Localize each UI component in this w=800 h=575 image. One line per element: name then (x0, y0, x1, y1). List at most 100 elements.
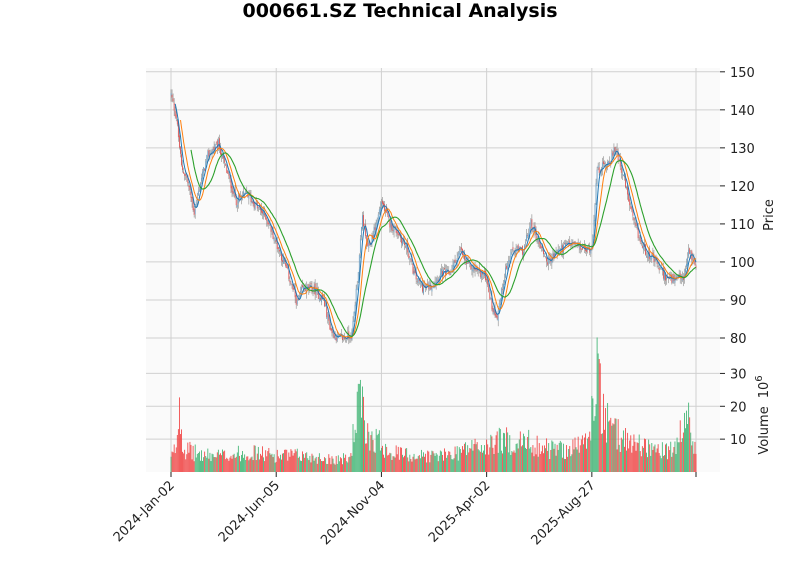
volume-bar (390, 453, 392, 472)
candle-body (254, 202, 256, 210)
volume-bar (652, 449, 654, 472)
candle-body (335, 337, 337, 341)
volume-bar (423, 452, 424, 472)
candle-body (274, 237, 276, 239)
volume-bar (521, 445, 523, 472)
volume-bar (511, 450, 513, 472)
candle-body (412, 263, 414, 274)
volume-bar (454, 446, 456, 472)
candle-body (330, 328, 332, 331)
volume-bar (610, 417, 612, 472)
volume-bar (617, 419, 619, 472)
volume-bar (608, 421, 610, 472)
candle-body (201, 177, 202, 182)
volume-bar (412, 456, 414, 472)
x-tick-label: 2024-Jan-02 (111, 478, 178, 545)
candle-body (548, 256, 550, 265)
candle-body (282, 260, 283, 262)
candle-body (206, 155, 208, 162)
volume-bar (560, 442, 562, 472)
candle-body (192, 202, 194, 210)
candle-body (693, 257, 695, 259)
candle-body (389, 219, 391, 228)
volume-bar (695, 453, 697, 472)
chart-title: 000661.SZ Technical Analysis (242, 0, 557, 22)
volume-bar (181, 429, 182, 472)
volume-bar (491, 436, 493, 472)
volume-bar (446, 457, 448, 472)
volume-bar (568, 448, 570, 472)
volume-bar (198, 451, 200, 472)
volume-bar (418, 455, 420, 472)
volume-bar (505, 446, 506, 472)
volume-bar (295, 451, 297, 472)
candle-body (289, 280, 291, 283)
volume-label-text: Volume (757, 406, 772, 454)
candle-body (286, 264, 288, 269)
candle-body (425, 285, 427, 288)
volume-bar (284, 449, 286, 472)
candle-body (504, 279, 505, 283)
volume-bar (685, 428, 686, 472)
volume-bar (342, 464, 343, 472)
candle-body (394, 225, 396, 227)
candle-body (690, 252, 692, 256)
volume-bar (429, 462, 431, 472)
volume-bar (580, 439, 582, 472)
volume-bar (514, 452, 516, 472)
candle-body (420, 284, 422, 286)
candle-body (268, 223, 270, 225)
volume-bar (273, 454, 275, 472)
candle-body (365, 224, 367, 237)
volume-bar (351, 455, 353, 472)
volume-bar (187, 442, 189, 472)
volume-bar (694, 441, 696, 472)
volume-bar (200, 460, 201, 472)
candle-body (171, 94, 173, 98)
volume-bar (297, 457, 299, 472)
volume-bar (255, 460, 257, 472)
volume-bar (305, 453, 307, 472)
candle-body (222, 154, 223, 158)
volume-bar (541, 445, 543, 472)
volume-bar (622, 430, 624, 472)
volume-bar (616, 449, 618, 472)
candle-body (539, 243, 541, 249)
volume-bar (634, 441, 636, 472)
candle-body (457, 253, 459, 257)
volume-bar (519, 431, 521, 472)
candle-body (305, 289, 307, 292)
volume-bar (559, 440, 561, 472)
candle-body (634, 222, 636, 224)
candle-body (485, 270, 486, 281)
candle-body (212, 149, 214, 152)
candle-body (344, 337, 346, 339)
volume-bar (379, 450, 381, 472)
candle-body (417, 277, 419, 284)
volume-bar (526, 448, 528, 472)
candle-body (664, 272, 665, 280)
candle-body (434, 282, 436, 288)
y-tick-labels: 80 90 100 110 120 130 140 150 10 20 30 (720, 66, 755, 448)
candle-body (626, 186, 627, 189)
candle-body (523, 251, 524, 257)
candle-body (632, 209, 634, 216)
volume-bar (509, 435, 511, 472)
candle-body (251, 200, 253, 204)
volume-bar (192, 445, 194, 472)
candle-body (368, 243, 370, 249)
candle-body (470, 264, 472, 270)
volume-bar (355, 432, 357, 472)
volume-bar (455, 454, 457, 472)
volume-bar (241, 454, 242, 472)
candle-body (374, 227, 376, 230)
candle-body (276, 242, 278, 249)
candle-body (426, 284, 428, 288)
volume-bar (315, 456, 317, 472)
candle-body (261, 208, 262, 213)
candle-body (681, 276, 683, 281)
volume-bar (495, 435, 497, 472)
volume-bar (196, 453, 198, 472)
candle-body (302, 285, 303, 287)
candle-body (601, 162, 603, 171)
